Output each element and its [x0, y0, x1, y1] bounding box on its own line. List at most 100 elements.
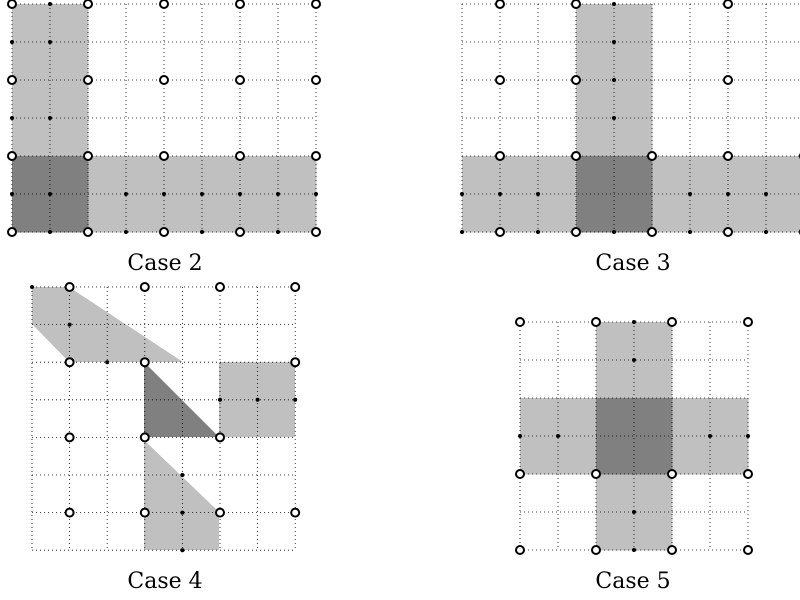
- light-cell: [462, 156, 501, 195]
- open-circle: [290, 507, 301, 518]
- lattice-dot: [162, 192, 166, 196]
- open-circle: [311, 75, 321, 85]
- lattice-dot: [30, 285, 34, 289]
- lattice-dot: [460, 192, 464, 196]
- open-circle: [64, 432, 75, 443]
- light-cell: [88, 194, 127, 233]
- dark-cell: [634, 436, 673, 475]
- lattice-dot: [180, 473, 185, 477]
- open-circle: [290, 357, 301, 368]
- lattice-dot: [688, 192, 692, 196]
- lattice-dot: [10, 116, 14, 120]
- light-cell: [652, 156, 691, 195]
- open-circle: [290, 282, 301, 292]
- light-cell: [12, 118, 51, 157]
- light-cell: [672, 398, 711, 437]
- lattice-dot: [764, 192, 768, 196]
- light-cell: [12, 4, 51, 43]
- lattice-dot: [498, 192, 502, 196]
- open-circle: [64, 282, 75, 292]
- lattice-dot: [200, 192, 204, 196]
- open-circle: [723, 151, 733, 161]
- lattice-dot: [255, 397, 260, 402]
- dark-cell: [50, 194, 89, 233]
- light-cell: [126, 156, 165, 195]
- light-cell: [202, 156, 241, 195]
- open-circle: [235, 75, 245, 85]
- open-circle: [495, 75, 505, 85]
- lattice-dot: [67, 322, 72, 327]
- lattice-dot: [124, 230, 128, 234]
- open-circle: [667, 317, 677, 327]
- caption-case-5: Case 5: [595, 569, 670, 594]
- light-cell: [596, 322, 635, 361]
- open-circle: [571, 227, 581, 237]
- light-cell: [614, 118, 653, 157]
- open-circle: [159, 227, 169, 237]
- lattice-dot: [293, 397, 298, 402]
- light-cell: [766, 156, 800, 195]
- light-cell: [50, 118, 89, 157]
- lattice-dot: [48, 230, 52, 234]
- light-cell: [538, 156, 577, 195]
- open-circle: [723, 75, 733, 85]
- dark-cell: [614, 156, 653, 195]
- lattice-dot: [688, 230, 692, 234]
- lattice-dot: [632, 510, 636, 514]
- light-cell: [634, 322, 673, 361]
- light-cell: [710, 436, 749, 475]
- open-circle: [235, 227, 245, 237]
- lattice-dot: [632, 548, 636, 552]
- panel-case-3: [460, 0, 800, 237]
- open-circle: [139, 357, 150, 368]
- panel-case-4: [30, 282, 301, 553]
- lattice-dot: [276, 192, 280, 196]
- light-cell: [126, 194, 165, 233]
- lattice-dot: [10, 40, 14, 44]
- open-circle: [667, 469, 677, 479]
- dark-cell: [576, 194, 615, 233]
- open-circle: [515, 317, 525, 327]
- open-circle: [495, 0, 505, 9]
- open-circle: [591, 545, 601, 555]
- lattice-dot: [48, 2, 52, 6]
- lattice-dot: [314, 192, 318, 196]
- light-cell: [50, 80, 89, 119]
- light-cell: [558, 398, 597, 437]
- lattice-dot: [124, 192, 128, 196]
- open-circle: [591, 317, 601, 327]
- open-circle: [571, 151, 581, 161]
- lattice-dot: [612, 116, 616, 120]
- open-circle: [139, 507, 150, 518]
- light-cell: [462, 194, 501, 233]
- light-cell: [164, 156, 203, 195]
- light-cell: [88, 156, 127, 195]
- open-circle: [139, 432, 150, 443]
- open-circle: [571, 0, 581, 9]
- lattice-dot: [612, 78, 616, 82]
- open-circle: [723, 227, 733, 237]
- panel-case-5: [515, 317, 753, 555]
- light-cell: [500, 156, 539, 195]
- dark-cell: [634, 398, 673, 437]
- open-circle: [743, 317, 753, 327]
- open-circle: [7, 0, 17, 9]
- lattice-dot: [200, 230, 204, 234]
- trapezoid-region: [144, 440, 219, 550]
- light-cell: [576, 4, 615, 43]
- open-circle: [591, 469, 601, 479]
- light-cell: [614, 4, 653, 43]
- light-cell: [634, 360, 673, 399]
- light-cell: [278, 156, 317, 195]
- light-cell: [520, 436, 559, 475]
- light-cell: [278, 194, 317, 233]
- light-cell: [12, 42, 51, 81]
- light-cell: [596, 360, 635, 399]
- open-circle: [159, 151, 169, 161]
- open-circle: [7, 227, 17, 237]
- light-cell: [652, 194, 691, 233]
- light-cell: [50, 4, 89, 43]
- lattice-dot: [48, 116, 52, 120]
- light-cell: [576, 80, 615, 119]
